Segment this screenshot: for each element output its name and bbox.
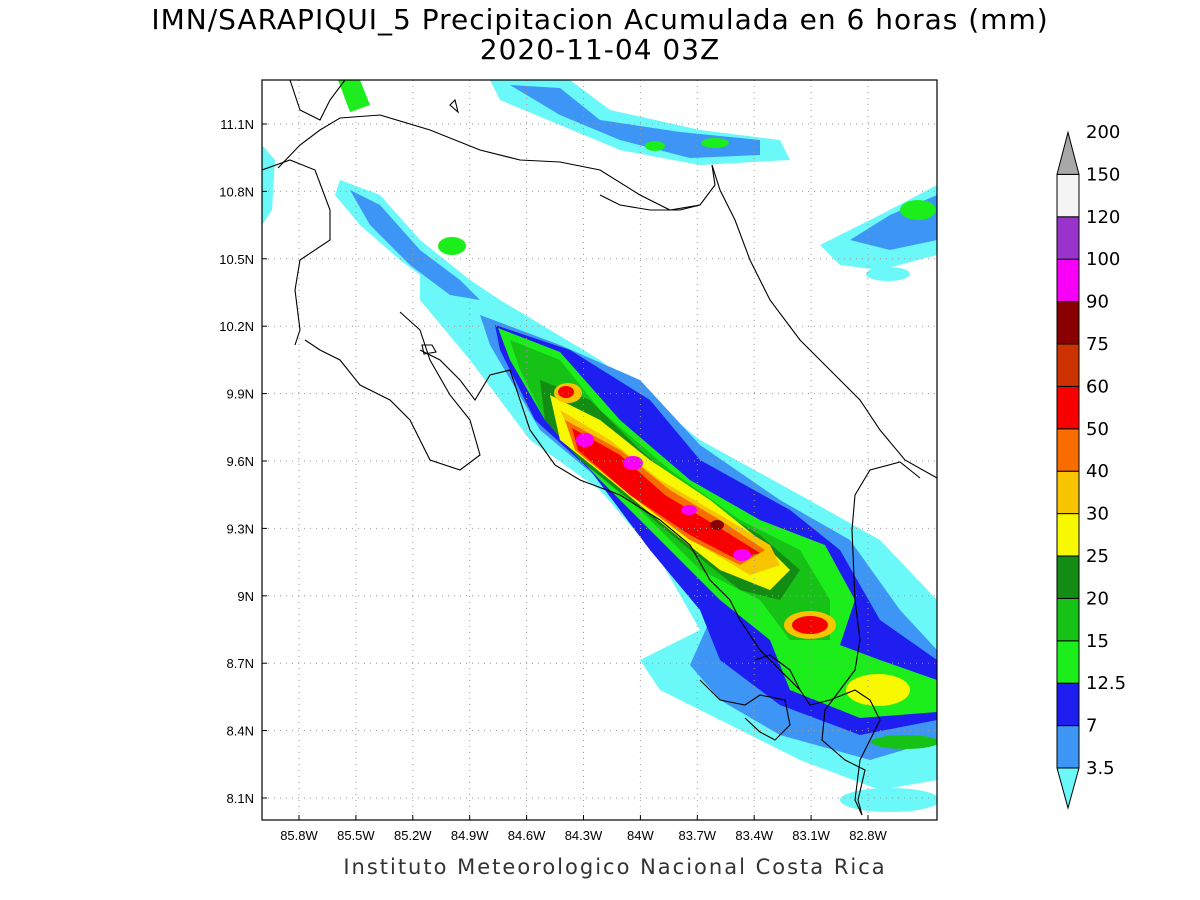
y-tick-label: 9.6N (227, 454, 254, 469)
precip-nw-cell (438, 237, 466, 255)
y-tick-label: 10.2N (219, 319, 254, 334)
precip-nw-band-blue (350, 190, 480, 300)
map-subtitle-date: 2020-11-04 03Z (479, 33, 721, 66)
border-nicaragua-costa-rica (277, 114, 716, 211)
x-tick-label: 85.5W (337, 828, 375, 843)
colorbar-max-triangle (1056, 130, 1080, 175)
colorbar-swatch (1056, 682, 1080, 727)
map-graticule (262, 80, 937, 820)
colorbar-swatch (1056, 470, 1080, 515)
precip-cell-6-red (558, 386, 574, 398)
colorbar-min-triangle (1056, 767, 1080, 810)
precip-cell-8-yellow (846, 674, 910, 706)
y-tick-label: 9.3N (227, 521, 254, 536)
x-tick-label: 85.8W (280, 828, 318, 843)
precip-north-band-1b (510, 85, 760, 158)
colorbar-level-label: 60 (1086, 376, 1109, 397)
colorbar-level-label: 90 (1086, 292, 1109, 313)
coastline-nicaragua-pacific (262, 159, 331, 346)
colorbar-swatch (1056, 640, 1080, 684)
precip-max-2 (623, 456, 643, 470)
colorbar-swatch (1056, 173, 1080, 218)
precip-ne-cell-2 (866, 267, 910, 281)
colorbar-level-label: 150 (1086, 164, 1120, 185)
colorbar-swatch (1056, 513, 1080, 557)
colorbar-level-label: 20 (1086, 588, 1109, 609)
lake-nicaragua-shore (289, 80, 346, 121)
colorbar-level-label: 25 (1086, 546, 1109, 567)
colorbar-swatch (1056, 258, 1080, 303)
y-tick-label: 10.5N (219, 252, 254, 267)
colorbar-swatch (1056, 555, 1080, 599)
colorbar-swatch (1056, 385, 1080, 430)
colorbar-swatch (1056, 301, 1080, 345)
precip-cell-9-green (871, 735, 937, 749)
precip-south-cyan (840, 788, 937, 812)
colorbar-level-label: 30 (1086, 504, 1109, 525)
gulf-of-nicoya (419, 349, 881, 816)
colorbar-level-label: 7 (1086, 716, 1097, 737)
x-tick-label: 83.4W (735, 828, 773, 843)
colorbar-swatch (1056, 725, 1080, 769)
precip-ne-cell (900, 200, 936, 220)
precipitation-field (262, 80, 937, 812)
border-panama-north (854, 461, 921, 496)
colorbar-level-label: 40 (1086, 461, 1109, 482)
osa-inner (754, 654, 801, 691)
y-tick-label: 9.9N (227, 387, 254, 402)
nicoya-peninsula (304, 311, 481, 471)
precip-max-3 (710, 520, 724, 530)
longitude-tick-labels: 85.8W 85.5W 85.2W 84.9W 84.6W 84.3W 84W 83.7W 83… (280, 828, 887, 843)
border-costa-rica-panama (821, 494, 866, 816)
colorbar-level-label: 15 (1086, 631, 1109, 652)
y-tick-label: 8.4N (227, 724, 254, 739)
precip-west-edge (262, 145, 275, 225)
x-tick-label: 84.6W (508, 828, 546, 843)
x-tick-label: 84W (627, 828, 654, 843)
precip-max-4 (681, 505, 697, 515)
precip-north-cell-1 (701, 138, 729, 148)
colorbar-level-label: 12.5 (1086, 673, 1126, 694)
map-title: IMN/SARAPIQUI_5 Precipitacion Acumulada … (151, 3, 1049, 36)
precip-max-5 (733, 549, 751, 561)
colorbar-swatch (1056, 428, 1080, 472)
colorbar-level-label: 200 (1086, 122, 1120, 143)
y-tick-label: 8.1N (227, 791, 254, 806)
y-tick-label: 10.8N (219, 184, 254, 199)
caribbean-coast (711, 164, 937, 479)
x-tick-label: 82.8W (849, 828, 887, 843)
colorbar-level-label: 50 (1086, 419, 1109, 440)
solentiname-island (449, 98, 459, 114)
colorbar-level-label: 3.5 (1086, 758, 1115, 779)
y-tick-label: 8.7N (227, 656, 254, 671)
footer-credit: Instituto Meteorologico Nacional Costa R… (343, 855, 887, 879)
osa-peninsula (699, 679, 791, 741)
y-tick-label: 11.1N (220, 117, 254, 132)
colorbar-level-label: 75 (1086, 334, 1109, 355)
colorbar-level-label: 120 (1086, 207, 1120, 228)
precip-nw-corner (338, 80, 370, 112)
colorbar-level-label: 100 (1086, 249, 1120, 270)
x-tick-label: 83.7W (679, 828, 717, 843)
precip-north-cell-2 (645, 141, 665, 151)
latitude-tick-labels: 11.1N 10.8N 10.5N 10.2N 9.9N 9.6N 9.3N 9N 8.7N 8.… (219, 117, 254, 806)
precip-cell-7-red (792, 616, 828, 634)
bay-north (599, 194, 701, 211)
precip-max-1 (576, 433, 594, 447)
nicoya-small-island (421, 344, 437, 355)
plot-frame (261, 79, 938, 821)
x-tick-label: 84.3W (565, 828, 603, 843)
colorbar-swatch (1056, 216, 1080, 260)
coastlines-and-borders (262, 80, 937, 816)
x-tick-label: 84.9W (451, 828, 489, 843)
colorbar-swatch (1056, 343, 1080, 387)
y-tick-label: 9N (237, 589, 254, 604)
colorbar-swatch (1056, 597, 1080, 642)
x-tick-label: 85.2W (394, 828, 432, 843)
colorbar-legend: 3.5 7 12.5 15 20 25 30 40 50 60 75 90 100 120 150 200 (1056, 122, 1126, 810)
x-tick-label: 83.1W (792, 828, 830, 843)
